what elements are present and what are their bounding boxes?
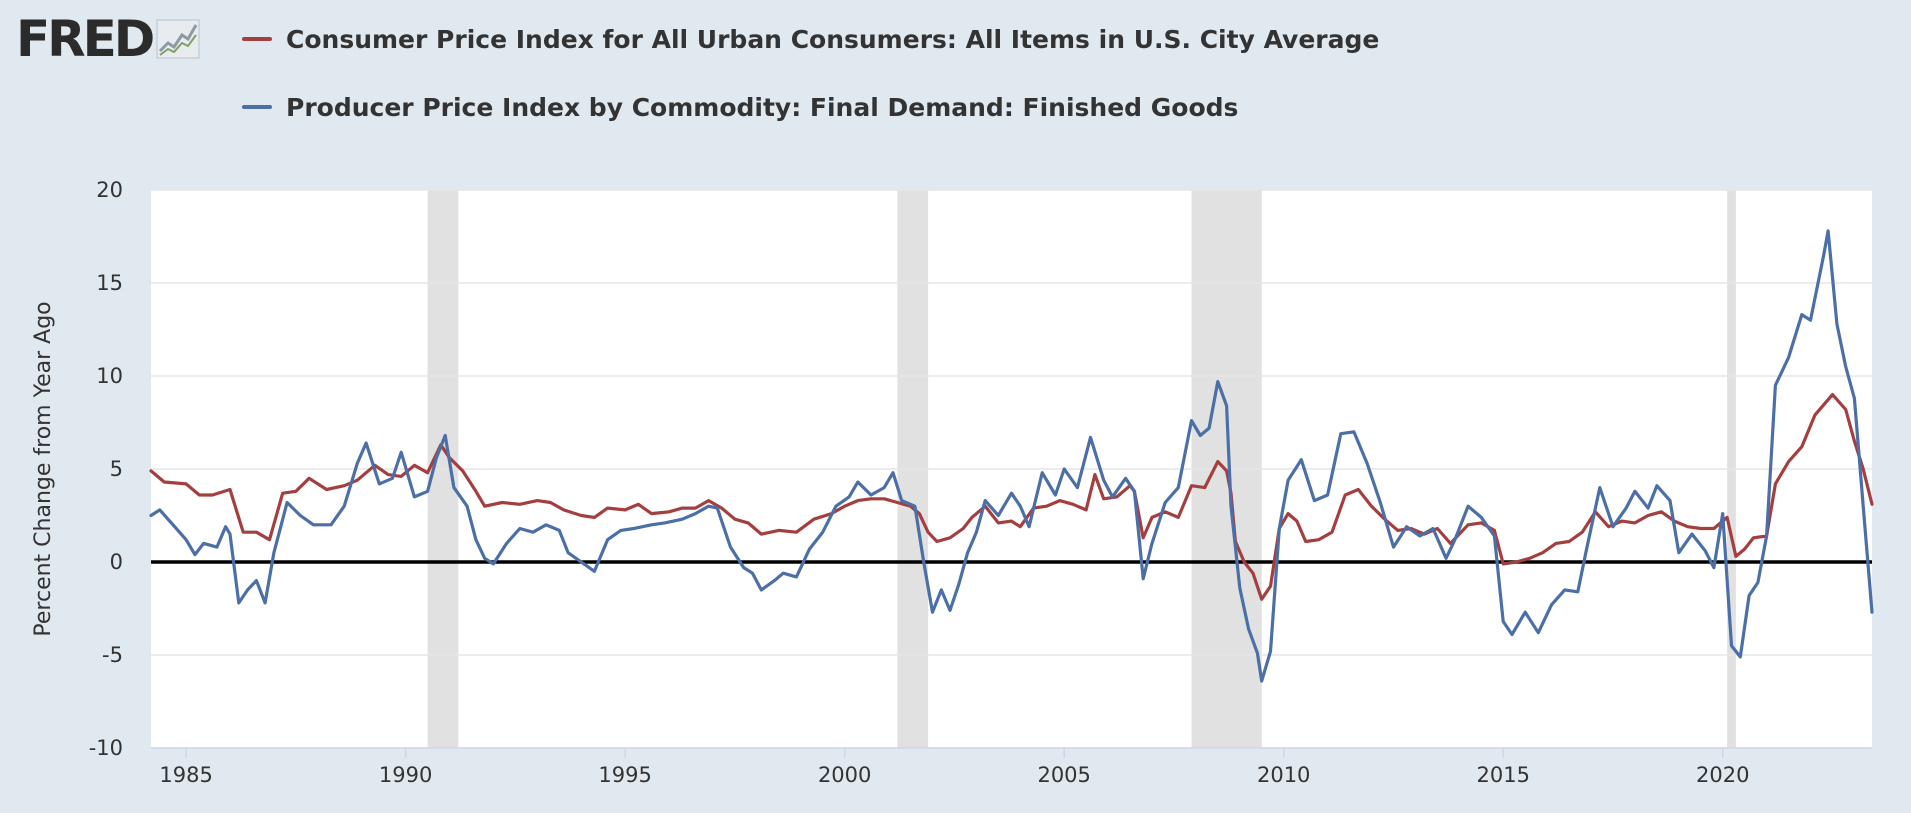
legend-label-cpi: Consumer Price Index for All Urban Consu… [286,24,1380,54]
legend-item-cpi: Consumer Price Index for All Urban Consu… [242,20,1379,58]
x-tick-label: 2020 [1696,763,1749,787]
y-tick-label: 15 [96,271,123,295]
y-tick-label: -10 [89,736,123,760]
x-tick-label: 1985 [159,763,212,787]
chart-legend: Consumer Price Index for All Urban Consu… [242,20,1379,156]
legend-swatch-ppi [242,105,272,109]
series-line-ppi [149,229,1874,683]
x-tick-label: 2015 [1476,763,1529,787]
x-tick-label: 1995 [598,763,651,787]
y-tick-label: 20 [96,178,123,202]
legend-swatch-cpi [242,37,272,41]
y-tick-label: 5 [110,457,123,481]
x-tick-label: 2000 [818,763,871,787]
fred-logo-text: FRED [16,10,155,68]
x-tick-label: 2010 [1257,763,1310,787]
x-tick-label: 2005 [1037,763,1090,787]
y-axis-title: Percent Change from Year Ago [31,301,56,636]
y-tick-label: 10 [96,364,123,388]
fred-logo: FRED [16,14,200,64]
chart-trend-icon [156,19,200,59]
legend-item-ppi: Producer Price Index by Commodity: Final… [242,88,1379,126]
plot-area: -10 -5 0 5 10 15 20 1985 1990 1995 2000 2005 2010 201… [89,178,1874,787]
x-tick-label: 1990 [379,763,432,787]
y-tick-label: 0 [110,550,123,574]
series-line-cpi [149,393,1874,601]
legend-label-ppi: Producer Price Index by Commodity: Final… [286,92,1239,122]
y-tick-label: -5 [102,643,123,667]
